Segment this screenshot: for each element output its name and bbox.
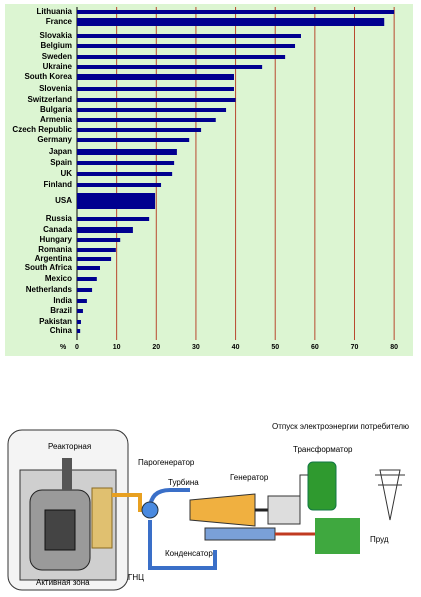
bar: [77, 238, 121, 242]
y-tick-label: South Africa: [25, 263, 73, 272]
feedwater-pipe: [148, 520, 217, 570]
y-tick-label: Sweden: [42, 52, 72, 61]
bar: [77, 277, 97, 281]
bar: [77, 299, 87, 303]
busbar: [299, 474, 308, 500]
condenser: [204, 527, 276, 541]
x-axis-label: %: [60, 344, 67, 351]
y-tick-label: USA: [55, 196, 72, 205]
x-tick-label: 40: [232, 344, 240, 351]
bar: [77, 193, 156, 209]
power-plant-diagram: Отпуск электроэнергии потребителю Реакто…: [7, 422, 409, 591]
y-tick-label: Argentina: [35, 254, 73, 263]
bar: [77, 227, 133, 233]
y-tick-label: Czech Republic: [12, 125, 72, 134]
control-drive: [62, 458, 72, 490]
x-tick-label: 50: [271, 344, 279, 351]
core: [44, 509, 76, 551]
y-tick-label: France: [46, 17, 73, 26]
turbine-label: Турбина: [168, 478, 199, 487]
reactor-hall-label: Реакторная: [48, 442, 91, 451]
y-tick-label: Finland: [44, 180, 73, 189]
x-tick-label: 10: [113, 344, 121, 351]
y-tick-label: Russia: [46, 214, 73, 223]
bar: [77, 108, 227, 112]
pump-label: ГНЦ: [128, 573, 144, 582]
bar: [77, 138, 190, 142]
transformer: [307, 461, 337, 511]
bar: [77, 118, 216, 122]
bar: [77, 10, 395, 14]
bar: [77, 248, 116, 252]
power-line-tower: [375, 469, 405, 521]
bar: [77, 55, 286, 59]
y-tick-label: Romania: [38, 245, 72, 254]
transformer-label: Трансформатор: [293, 445, 353, 454]
output-label: Отпуск электроэнергии потребителю: [272, 422, 409, 431]
y-tick-label: Slovenia: [39, 84, 72, 93]
y-tick-label: Netherlands: [26, 285, 73, 294]
bar: [77, 34, 301, 38]
x-tick-label: 60: [311, 344, 319, 351]
y-tick-label: UK: [60, 169, 72, 178]
y-tick-label: Armenia: [40, 115, 73, 124]
y-tick-label: India: [53, 296, 72, 305]
bar: [77, 65, 263, 69]
chart-background: [5, 4, 413, 356]
separator: [141, 501, 159, 519]
y-tick-label: Germany: [37, 135, 72, 144]
y-tick-label: Hungary: [40, 235, 73, 244]
bar: [77, 87, 234, 91]
turbine: [189, 493, 256, 527]
y-tick-label: Japan: [49, 147, 72, 156]
y-tick-label: South Korea: [24, 72, 72, 81]
bar: [77, 320, 81, 324]
bar: [77, 288, 93, 292]
pond: [315, 518, 360, 554]
y-tick-label: Mexico: [45, 274, 72, 283]
x-tick-label: 30: [192, 344, 200, 351]
steam-generator-label: Парогенератор: [138, 458, 195, 467]
x-tick-label: 70: [351, 344, 359, 351]
bar: [77, 161, 175, 165]
bar: [77, 217, 150, 221]
y-tick-label: Spain: [50, 158, 72, 167]
condenser-label: Конденсатор: [165, 549, 213, 558]
bar: [77, 329, 81, 333]
y-tick-label: Canada: [43, 225, 72, 234]
y-tick-label: Brazil: [50, 306, 72, 315]
y-tick-label: Slovakia: [40, 31, 73, 40]
y-tick-label: Lithuania: [36, 7, 72, 16]
y-tick-label: China: [50, 326, 73, 335]
bar: [77, 98, 236, 102]
y-tick-label: Pakistan: [39, 317, 72, 326]
bar: [77, 309, 83, 313]
bar: [77, 128, 202, 132]
y-tick-label: Bulgaria: [40, 105, 73, 114]
pond-label: Пруд: [370, 535, 389, 544]
bar: [77, 18, 385, 26]
bar: [77, 74, 234, 80]
generator: [267, 495, 301, 525]
steam-generator-vessel: [91, 487, 113, 549]
bar: [77, 44, 296, 48]
y-tick-label: Ukraine: [43, 62, 73, 71]
bar: [77, 266, 100, 270]
y-tick-label: Belgium: [40, 41, 72, 50]
bar: [77, 257, 112, 261]
generator-label: Генератор: [230, 473, 269, 482]
x-tick-label: 0: [75, 344, 79, 351]
x-tick-label: 80: [390, 344, 398, 351]
bar: [77, 183, 162, 187]
x-tick-label: 20: [152, 344, 160, 351]
bar: [77, 149, 177, 155]
core-label: Активная зона: [36, 578, 90, 587]
y-tick-label: Switzerland: [28, 95, 73, 104]
bar: [77, 172, 173, 176]
